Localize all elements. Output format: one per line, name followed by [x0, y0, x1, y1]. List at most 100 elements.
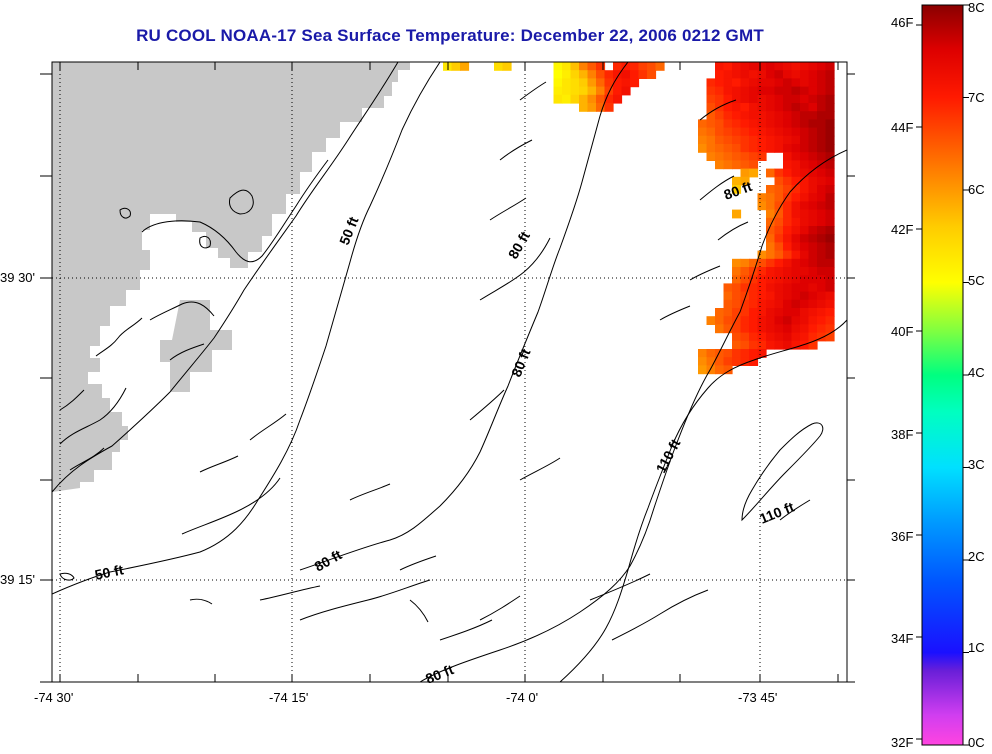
sst-cell [740, 103, 750, 112]
sst-cell [596, 103, 606, 112]
sst-cell [808, 234, 818, 243]
sst-cell [579, 62, 589, 71]
sst-cell [817, 160, 827, 170]
sst-cell [800, 135, 810, 145]
sst-cell [740, 308, 750, 317]
sst-cell [706, 365, 716, 375]
sst-cell [791, 234, 801, 243]
sst-cell [732, 176, 742, 186]
sst-cell [715, 316, 725, 325]
sst-cell [808, 152, 818, 161]
sst-cell [808, 291, 818, 301]
sst-cell [732, 111, 742, 120]
sst-cell [808, 103, 818, 112]
sst-cell [774, 340, 784, 350]
sst-cell [715, 365, 725, 375]
sst-cell [774, 209, 784, 219]
sst-cell [553, 70, 563, 79]
sst-cell [808, 111, 818, 120]
sst-cell [749, 152, 759, 161]
sst-cell [825, 332, 835, 342]
sst-cell [749, 127, 759, 137]
sst-cell [749, 94, 759, 104]
contour-label: 50 ft [93, 561, 125, 583]
sst-cell [800, 250, 810, 260]
sst-cell [706, 144, 716, 153]
sst-cell [740, 291, 750, 301]
contour-110ft [559, 319, 847, 682]
sst-cell [494, 62, 504, 71]
sst-cell [791, 316, 801, 325]
sst-cell [800, 226, 810, 235]
sst-cell [613, 94, 623, 104]
sst-cell [817, 127, 827, 137]
sst-cell [740, 324, 750, 334]
sst-cell [723, 119, 733, 129]
sst-cell [783, 168, 793, 178]
lon-tick-label: -73 45' [738, 690, 778, 705]
sst-cell [825, 78, 835, 88]
sst-cell [766, 340, 776, 350]
bathymetry-contours [52, 62, 847, 682]
sst-cell [825, 193, 835, 202]
sst-cell [732, 160, 742, 170]
sst-cell [783, 332, 793, 342]
sst-cell [732, 340, 742, 350]
sst-cell [451, 62, 461, 71]
sst-cell [808, 283, 818, 293]
sst-cell [766, 234, 776, 243]
sst-cell [740, 340, 750, 350]
sst-cell [774, 119, 784, 129]
sst-cell [808, 119, 818, 129]
sst-cell [791, 86, 801, 96]
sst-cell [723, 283, 733, 293]
sst-cell [808, 340, 818, 350]
sst-cell [757, 267, 767, 276]
sst-cell [817, 193, 827, 202]
sst-cell [562, 62, 572, 71]
sst-cell [757, 340, 767, 350]
sst-cell [740, 94, 750, 104]
contour-80ft-ridge [299, 62, 629, 571]
sst-cell [808, 78, 818, 88]
sst-cell [825, 176, 835, 186]
sst-cell [766, 308, 776, 317]
sst-cell [783, 144, 793, 153]
sst-cell [706, 78, 716, 88]
sst-cell [800, 316, 810, 325]
sst-cell [825, 250, 835, 260]
sst-cell [791, 62, 801, 71]
sst-cell [749, 144, 759, 153]
sst-cell [562, 94, 572, 104]
sst-cell [740, 119, 750, 129]
sst-cell [723, 94, 733, 104]
sst-cell [817, 267, 827, 276]
sst-cell [817, 201, 827, 211]
sst-cell [774, 135, 784, 145]
sst-cell [613, 78, 623, 88]
sst-cell [791, 332, 801, 342]
sst-cell [604, 94, 614, 104]
sst-cell [757, 324, 767, 334]
sst-cell [783, 201, 793, 211]
sst-cell [723, 299, 733, 309]
sst-cell [596, 62, 606, 71]
coastline [52, 62, 399, 493]
sst-cell [621, 70, 631, 79]
sst-cell [757, 152, 767, 161]
sst-cell [825, 168, 835, 178]
sst-cell [791, 103, 801, 112]
sst-cell [774, 283, 784, 293]
sst-cell [562, 78, 572, 88]
sst-cell [749, 258, 759, 268]
sst-cell [783, 209, 793, 219]
colorbar-c-label: 2C [968, 549, 985, 564]
sst-cell [817, 299, 827, 309]
sst-cell [766, 250, 776, 260]
sst-cell [562, 86, 572, 96]
sst-cell [740, 283, 750, 293]
sst-cell [766, 332, 776, 342]
sst-cell [817, 209, 827, 219]
colorbar-c-label: 5C [968, 273, 985, 288]
sst-cell [749, 111, 759, 120]
